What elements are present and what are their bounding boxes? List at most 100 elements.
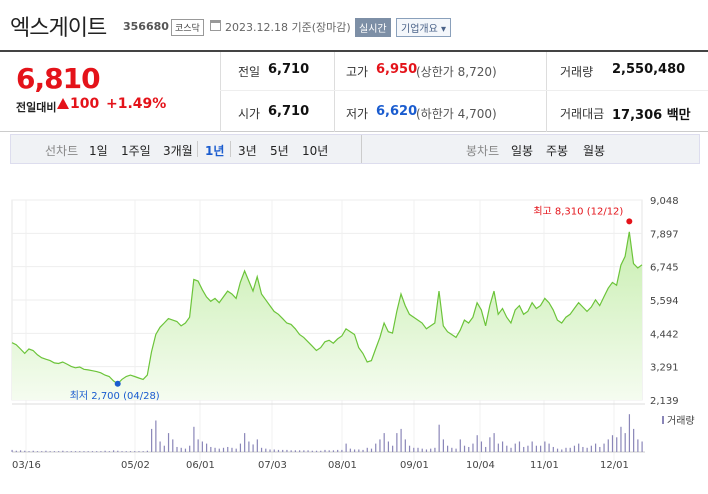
volume-bar [45, 450, 47, 452]
x-tick-label: 07/03 [258, 460, 287, 471]
volume-bar [32, 450, 34, 452]
volume-bar [146, 450, 149, 452]
realtime-button[interactable]: 실시간 [355, 18, 391, 37]
period-selector: 선차트 1일 1주일 3개월 1년 3년 5년 10년 봉차트 일봉 주봉 월봉 [10, 134, 700, 164]
volume-bar [231, 447, 233, 452]
volume-bar [151, 428, 153, 452]
volume-bar [49, 451, 51, 452]
low-marker [114, 380, 121, 387]
volume-bar [180, 447, 182, 452]
volume-bar [201, 441, 203, 452]
volume-bar [582, 446, 584, 452]
period-1d[interactable]: 1일 [89, 144, 108, 158]
volume-bar [514, 443, 516, 452]
period-10y[interactable]: 10년 [302, 144, 329, 158]
volume-bar [641, 441, 643, 452]
volume-bar [425, 449, 428, 452]
volume-bar [176, 446, 178, 452]
volume-bar [556, 448, 559, 452]
amount-value: 17,306 백만 [612, 108, 691, 123]
volume-bar [633, 428, 635, 452]
volume-bar [108, 451, 110, 452]
volume-bar [451, 447, 453, 452]
line-chart-label: 선차트 [45, 144, 79, 158]
volume-bar [345, 443, 347, 452]
candle-daily[interactable]: 일봉 [511, 144, 534, 158]
volume-bar [434, 447, 436, 452]
x-tick-label: 10/04 [466, 460, 495, 471]
volume-bar [607, 439, 609, 452]
volume-bar [383, 433, 385, 452]
period-3y[interactable]: 3년 [238, 144, 257, 158]
x-tick-label: 11/01 [530, 460, 559, 471]
volume-bar [337, 449, 339, 452]
volume-bar [586, 447, 588, 452]
candle-weekly[interactable]: 주봉 [546, 144, 569, 158]
volume-bar [379, 439, 381, 452]
volume-bar [468, 446, 470, 452]
candle-monthly[interactable]: 월봉 [583, 144, 606, 158]
volume-bar [87, 451, 89, 452]
company-overview-dropdown[interactable]: 기업개요 ▾ [396, 18, 451, 37]
volume-bar [332, 450, 335, 452]
volume-bar [239, 443, 242, 452]
volume-bar [244, 433, 246, 452]
volume-bar [358, 449, 360, 452]
volume-bar [590, 445, 592, 452]
volume-bar [205, 443, 208, 452]
volume-bar [282, 449, 284, 452]
volume-bar [459, 439, 461, 452]
volume-bar [548, 443, 550, 452]
volume-bar [510, 447, 512, 452]
volume-bar [400, 428, 402, 452]
volume-bar [193, 426, 195, 452]
amount-label: 거래대금 [560, 107, 605, 121]
market-badge: 코스닥 [171, 19, 204, 36]
volume-bar [142, 451, 144, 452]
period-1w[interactable]: 1주일 [121, 144, 151, 158]
volume-bar [501, 441, 504, 452]
volume-bar [417, 447, 419, 452]
volume-bar [480, 441, 483, 452]
divider [197, 141, 198, 157]
volume-bar [396, 433, 398, 452]
price-summary: 6,810 전일대비 100 +1.49% 전일 6,710 시가 6,710 … [0, 52, 708, 132]
volume-bar [163, 445, 165, 452]
period-3m[interactable]: 3개월 [163, 144, 193, 158]
volume-bar [24, 450, 26, 452]
volume-bar [624, 433, 626, 452]
volume-bar [83, 451, 85, 452]
volume-bar [527, 445, 529, 452]
volume-bar [134, 451, 136, 452]
volume-bar [421, 448, 423, 452]
volume-bar [248, 441, 250, 452]
volume-bar [430, 448, 432, 452]
volume-bar [506, 445, 508, 452]
price-chart[interactable]: 9,048 7,897 6,745 5,594 4,442 3,291 2,139 최고 8… [0, 190, 708, 490]
volume-bar [320, 450, 322, 452]
price-area [12, 231, 642, 400]
volume-bar [535, 445, 537, 452]
candle-chart-label: 봉차트 [466, 144, 500, 158]
x-tick-label: 12/01 [600, 460, 629, 471]
prev-close-value: 6,710 [268, 62, 310, 77]
period-5y[interactable]: 5년 [270, 144, 289, 158]
volume-bar [79, 451, 81, 452]
volume-bar [463, 445, 466, 452]
volume-bar [442, 439, 444, 452]
x-tick-label: 09/01 [400, 460, 429, 471]
y-tick-label: 2,139 [650, 396, 679, 407]
volume-bar [611, 435, 614, 452]
volume-bar [489, 437, 491, 452]
volume-bar [594, 443, 597, 452]
change-label: 전일대비 [16, 101, 57, 114]
volume-bar [286, 449, 288, 452]
x-tick-label: 03/16 [12, 460, 41, 471]
volume-bar [628, 414, 631, 452]
volume-bar [540, 445, 542, 452]
stock-name: 엑스게이트 [10, 16, 107, 41]
x-tick-label: 08/01 [328, 460, 357, 471]
volume-bar [447, 445, 449, 452]
period-1y[interactable]: 1년 [205, 144, 225, 158]
divider [230, 141, 231, 157]
